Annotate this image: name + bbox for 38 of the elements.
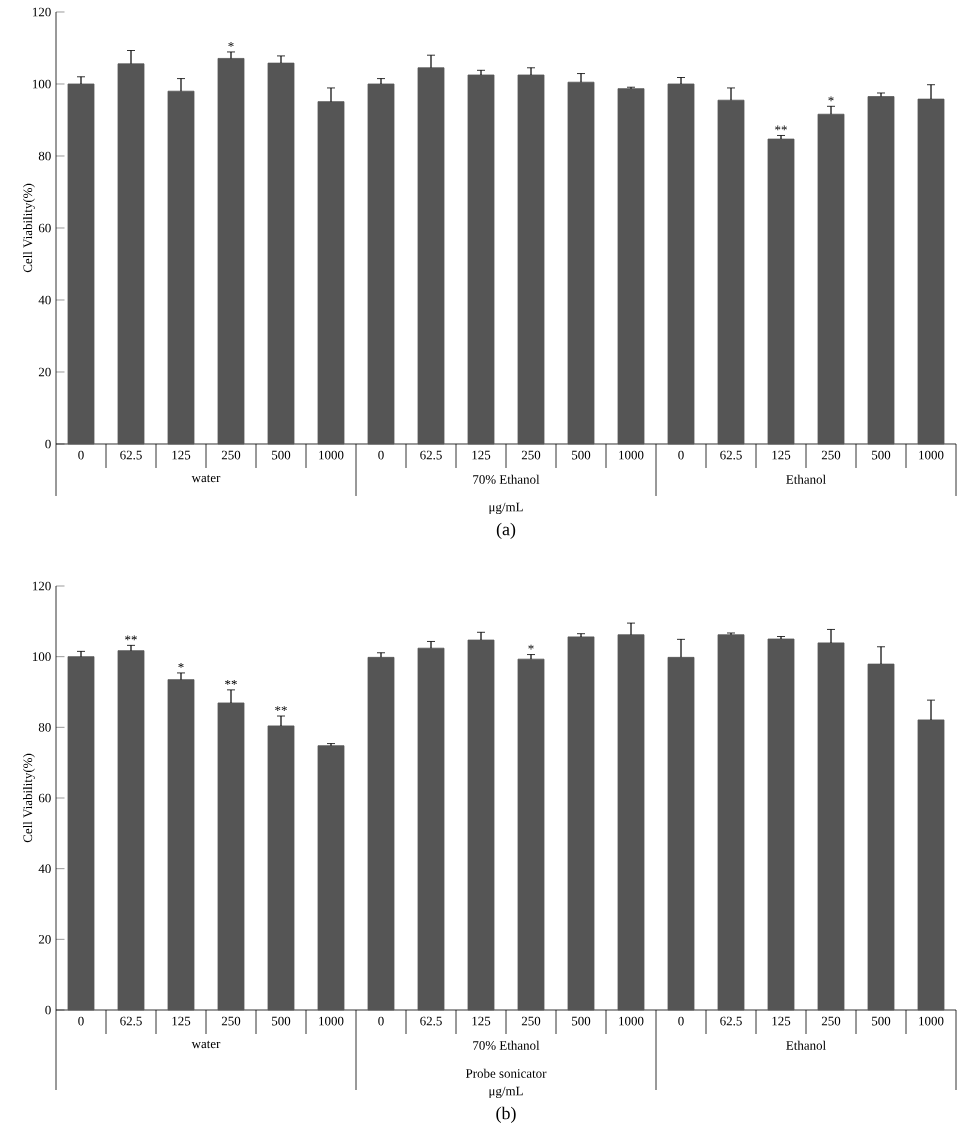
bar bbox=[517, 658, 545, 1011]
bar bbox=[417, 67, 445, 445]
bar bbox=[167, 679, 195, 1011]
bar bbox=[817, 113, 845, 445]
bar bbox=[217, 702, 245, 1011]
bar bbox=[767, 638, 795, 1011]
bar bbox=[567, 81, 595, 445]
bar bbox=[467, 74, 495, 445]
bar bbox=[217, 58, 245, 445]
text: (b) bbox=[496, 1106, 516, 1123]
bar bbox=[117, 63, 145, 445]
bar bbox=[917, 98, 945, 445]
bar bbox=[367, 83, 395, 445]
bar bbox=[667, 656, 695, 1011]
bar bbox=[317, 745, 345, 1011]
bar bbox=[267, 725, 295, 1011]
bar bbox=[817, 642, 845, 1011]
bar bbox=[267, 62, 295, 445]
bar bbox=[717, 99, 745, 445]
bar bbox=[867, 663, 895, 1011]
bar bbox=[717, 634, 745, 1011]
bar bbox=[367, 656, 395, 1011]
bar bbox=[617, 634, 645, 1011]
bar bbox=[567, 636, 595, 1011]
bar bbox=[767, 138, 795, 445]
bar bbox=[67, 656, 95, 1011]
bar bbox=[167, 90, 195, 445]
bar bbox=[317, 101, 345, 445]
bar bbox=[867, 96, 895, 445]
bar bbox=[117, 650, 145, 1011]
bar bbox=[417, 647, 445, 1011]
bar bbox=[667, 83, 695, 445]
bar bbox=[467, 639, 495, 1011]
bar bbox=[617, 88, 645, 445]
bar bbox=[517, 74, 545, 445]
text: (a) bbox=[496, 522, 516, 539]
bar bbox=[917, 719, 945, 1011]
bar bbox=[67, 83, 95, 445]
